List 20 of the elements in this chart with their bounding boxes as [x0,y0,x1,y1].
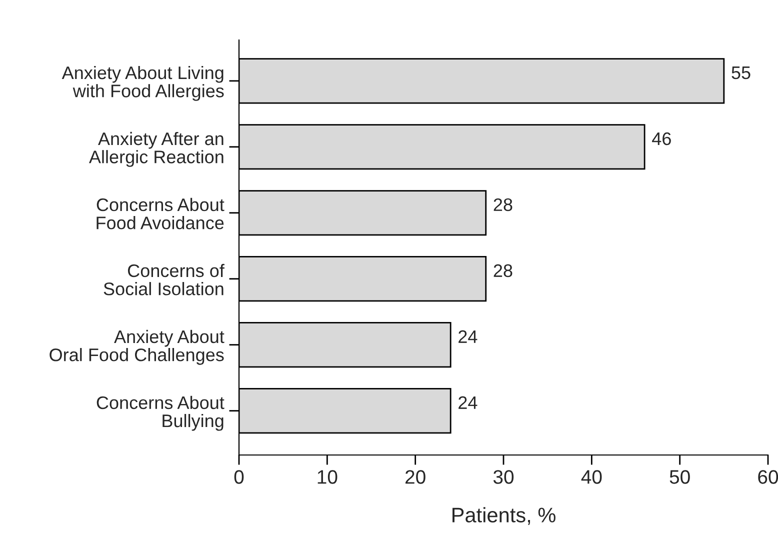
y-tick-label: Concerns of Social Isolation [104,264,224,296]
data-label: 55 [732,66,750,80]
x-tick-label: 20 [406,470,426,484]
x-tick-label: 50 [670,470,690,484]
x-tick-label: 10 [318,470,338,484]
data-label: 46 [652,132,671,146]
y-tick-label: Anxiety About Living with Food Allergies [62,66,224,101]
y-tick-label: Anxiety After an Allergic Reaction [88,132,224,167]
y-tick-label: Anxiety About Oral Food Challenges [50,330,224,365]
y-tick-label: Concerns About Bullying [96,396,224,431]
x-tick-label: 40 [581,470,602,484]
x-axis-title: Patients, % [452,507,556,525]
data-label: 28 [494,198,512,212]
data-label: 28 [494,264,512,278]
x-tick-label: 0 [234,470,244,484]
x-tick-label: 60 [758,470,778,484]
x-tick-label: 30 [493,470,514,484]
y-tick-label: Concerns About Food Avoidance [96,198,224,230]
data-label: 24 [458,396,478,409]
data-label: 24 [458,330,478,343]
